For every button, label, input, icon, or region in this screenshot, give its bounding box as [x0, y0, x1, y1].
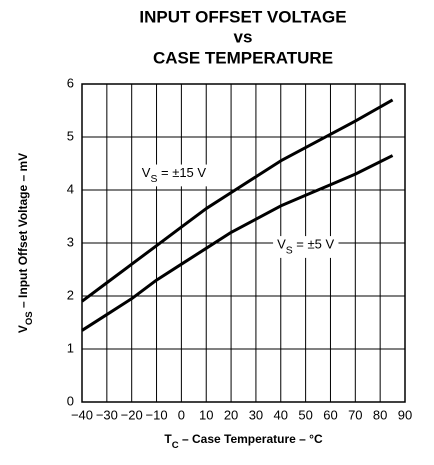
series-line — [81, 154, 394, 332]
x-tick-label: 50 — [298, 407, 312, 422]
series-label: VS = ±5 V — [277, 237, 334, 257]
x-tick-label: 0 — [178, 407, 185, 422]
x-tick-label: −20 — [121, 407, 143, 422]
chart-title: INPUT OFFSET VOLTAGE — [139, 7, 346, 26]
x-tick-label: 70 — [348, 407, 362, 422]
x-tick-label: 30 — [249, 407, 263, 422]
x-axis-label-sub: C — [172, 440, 179, 451]
series-label-part: V — [277, 237, 286, 252]
y-axis-label-part: – Input Offset Voltage – mV — [16, 153, 30, 311]
y-tick-label: 4 — [67, 181, 74, 196]
series-line — [81, 98, 394, 303]
y-tick-label: 2 — [67, 287, 74, 302]
y-tick-label: 1 — [67, 340, 74, 355]
y-tick-label: 0 — [67, 393, 74, 408]
y-tick-label: 6 — [67, 75, 74, 90]
series-label-part: = ±5 V — [293, 237, 335, 252]
chart-title: vs — [234, 27, 253, 46]
y-tick-label: 5 — [67, 128, 74, 143]
series-label-sub: S — [150, 174, 157, 185]
x-tick-label: 40 — [274, 407, 288, 422]
series-label: VS = ±15 V — [142, 166, 207, 186]
series-label-sub: S — [286, 246, 293, 257]
x-tick-label: −30 — [96, 407, 118, 422]
x-tick-label: 10 — [199, 407, 213, 422]
x-tick-label: −40 — [71, 407, 93, 422]
series-label-part: = ±15 V — [157, 166, 206, 181]
x-axis-label-part: T — [164, 432, 172, 446]
label-background — [137, 164, 211, 187]
chart-title: CASE TEMPERATURE — [153, 48, 333, 67]
x-tick-label: 20 — [224, 407, 238, 422]
plot-frame — [81, 83, 406, 403]
x-axis-label: TC – Case Temperature – °C — [164, 432, 323, 451]
y-axis-label-part: V — [16, 325, 30, 333]
x-tick-label: 80 — [373, 407, 387, 422]
label-background — [273, 236, 339, 258]
y-tick-label: 3 — [67, 234, 74, 249]
y-axis-label-sub: OS — [24, 311, 35, 325]
x-tick-label: −10 — [146, 407, 168, 422]
x-tick-label: 90 — [398, 407, 412, 422]
y-axis-label: VOS – Input Offset Voltage – mV — [16, 153, 35, 333]
x-axis-label-part: – Case Temperature – °C — [179, 432, 323, 446]
series-label-part: V — [142, 166, 151, 181]
x-tick-label: 60 — [323, 407, 337, 422]
